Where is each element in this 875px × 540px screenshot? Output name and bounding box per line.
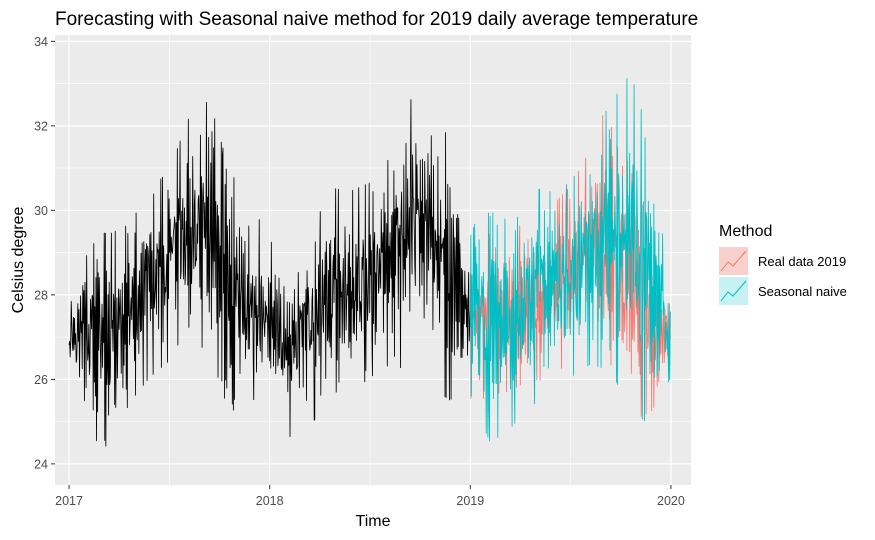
legend-key-fill xyxy=(719,277,748,305)
legend-label: Real data 2019 xyxy=(758,254,846,269)
y-tick-label: 32 xyxy=(34,119,48,133)
legend-key-line xyxy=(720,280,747,302)
x-tick-label: 2017 xyxy=(55,494,83,508)
x-axis: 2017 2018 2019 2020 xyxy=(55,485,685,508)
series-line xyxy=(469,78,671,442)
legend: Method Real data 2019 Seasonal naive xyxy=(719,223,847,305)
legend-title: Method xyxy=(719,223,772,240)
x-axis-title: Time xyxy=(356,513,391,530)
x-tick-label: 2019 xyxy=(456,494,484,508)
y-tick-label: 28 xyxy=(34,288,48,302)
series-line xyxy=(68,99,471,447)
chart-title: Forecasting with Seasonal naive method f… xyxy=(55,9,698,30)
legend-label: Seasonal naive xyxy=(758,284,847,299)
y-tick-label: 26 xyxy=(34,373,48,387)
legend-key-line xyxy=(720,250,747,272)
y-tick-label: 30 xyxy=(34,204,48,218)
y-tick-label: 24 xyxy=(34,457,48,471)
legend-entry: Seasonal naive xyxy=(719,277,847,305)
legend-entries: Real data 2019 Seasonal naive xyxy=(719,247,847,305)
y-axis: 24 26 28 30 32 34 xyxy=(34,35,55,471)
x-tick-label: 2020 xyxy=(657,494,685,508)
y-tick-label: 34 xyxy=(34,35,48,49)
series-layer xyxy=(68,78,671,447)
legend-entry: Real data 2019 xyxy=(719,247,846,275)
y-axis-title: Celsius degree xyxy=(10,207,27,314)
x-tick-label: 2018 xyxy=(256,494,284,508)
legend-key-fill xyxy=(719,247,748,275)
